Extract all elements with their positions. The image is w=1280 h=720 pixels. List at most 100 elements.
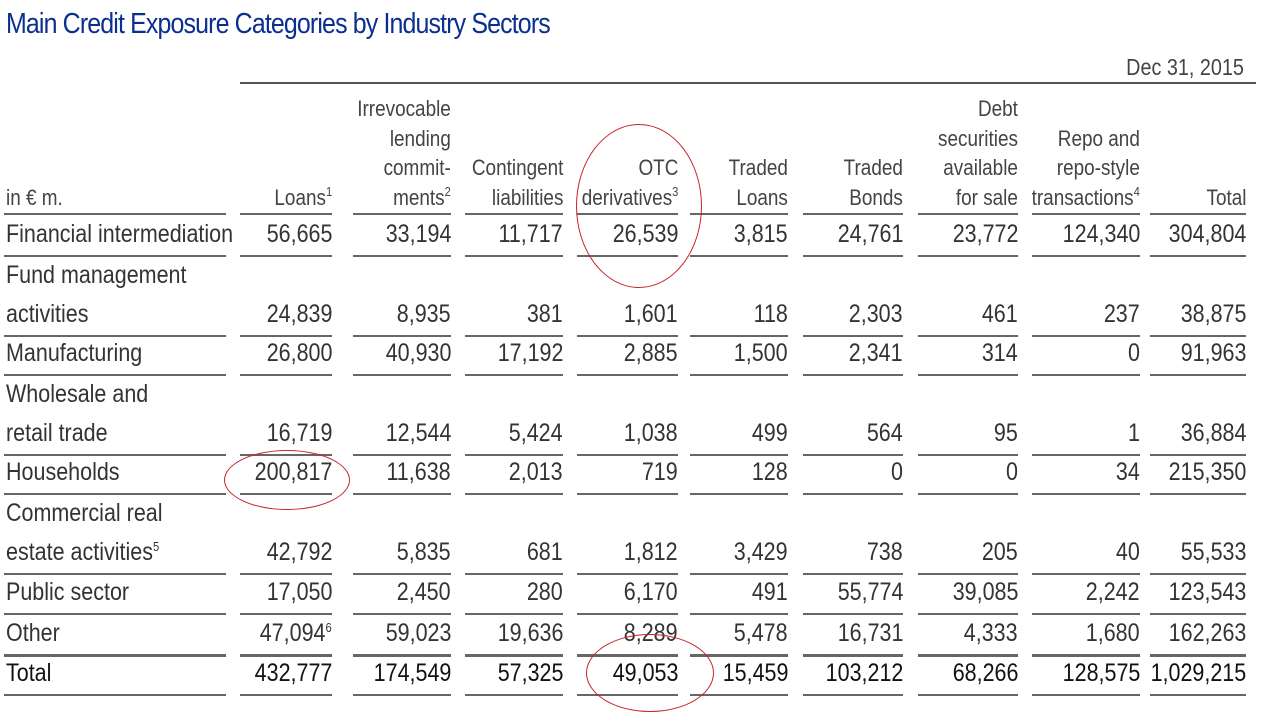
header-underline xyxy=(240,213,332,215)
table-cell: 95 xyxy=(994,414,1018,453)
table-cell: 0 xyxy=(891,453,903,492)
row-underline xyxy=(1150,374,1246,376)
row-underline xyxy=(577,493,678,495)
text: 738 xyxy=(867,538,903,566)
table-cell: 2,242 xyxy=(1086,573,1140,612)
row-underline xyxy=(918,573,1018,575)
header-underline xyxy=(1150,213,1246,215)
row-underline xyxy=(240,573,332,575)
row-underline xyxy=(690,654,788,657)
row-underline xyxy=(690,694,788,696)
text: 499 xyxy=(752,419,788,447)
row-label: Public sector xyxy=(6,573,129,612)
row-underline xyxy=(1150,654,1246,657)
row-underline xyxy=(353,255,451,257)
unit-label: in € m. xyxy=(6,184,63,210)
header-top-rule xyxy=(240,82,1256,84)
table-cell: 59,023 xyxy=(385,614,451,653)
row-underline xyxy=(803,493,903,495)
table-cell: 24,761 xyxy=(837,215,903,254)
text: 162,263 xyxy=(1168,619,1246,647)
text: 47,094 xyxy=(260,619,326,647)
text: Traded xyxy=(843,155,903,180)
text: Repo and xyxy=(1057,125,1140,151)
text: 2,450 xyxy=(397,578,451,606)
footnote-marker: 5 xyxy=(152,539,160,554)
row-underline xyxy=(465,374,563,376)
row-underline xyxy=(353,613,451,615)
row-underline xyxy=(353,493,451,495)
row-underline xyxy=(1032,573,1140,575)
text: repo-style xyxy=(1056,155,1140,180)
table-cell: 174,549 xyxy=(373,654,451,693)
table-cell: 128 xyxy=(752,453,788,492)
row-underline xyxy=(1150,573,1246,575)
text: 6,170 xyxy=(624,578,678,606)
table-cell: 280 xyxy=(527,573,563,612)
text: Bonds xyxy=(849,184,903,210)
table-cell: 2,450 xyxy=(397,573,451,612)
text: Fund management xyxy=(6,261,187,289)
text: available xyxy=(943,155,1018,180)
table-cell: 39,085 xyxy=(952,573,1018,612)
table-cell: 26,800 xyxy=(266,334,332,373)
row-underline xyxy=(690,613,788,615)
row-underline xyxy=(803,454,903,456)
text: 2,885 xyxy=(624,339,678,367)
row-underline xyxy=(353,374,451,376)
header-underline xyxy=(465,213,563,215)
table-cell: 19,636 xyxy=(497,614,563,653)
table-cell: 91,963 xyxy=(1180,334,1246,373)
row-underline xyxy=(4,613,226,615)
table-cell: 1,680 xyxy=(1086,614,1140,653)
text: estate activities xyxy=(6,538,153,566)
text: 2,013 xyxy=(509,458,563,486)
row-underline xyxy=(1032,654,1140,657)
table-cell: 15,459 xyxy=(722,654,788,693)
table-cell: 314 xyxy=(982,334,1018,373)
table-cell: 461 xyxy=(982,295,1018,334)
text: 1 xyxy=(1128,419,1140,447)
table-cell: 24,839 xyxy=(266,295,332,334)
text: commit- xyxy=(383,155,451,180)
text: 68,266 xyxy=(952,659,1018,687)
text: transactions xyxy=(1031,184,1134,210)
header-underline xyxy=(690,213,788,215)
row-underline xyxy=(918,335,1018,337)
row-underline xyxy=(1150,694,1246,696)
text: Loans xyxy=(274,184,326,210)
footnote-marker: 4 xyxy=(1133,183,1140,199)
table-cell: 33,194 xyxy=(385,215,451,254)
text: 38,875 xyxy=(1180,300,1246,328)
row-underline xyxy=(803,374,903,376)
report-date: Dec 31, 2015 xyxy=(1126,54,1244,80)
table-cell: 205 xyxy=(982,533,1018,572)
text: Loans xyxy=(736,184,788,210)
text: Total xyxy=(1206,184,1246,210)
row-underline xyxy=(1032,694,1140,696)
text: 17,050 xyxy=(266,578,332,606)
text: 1,038 xyxy=(624,419,678,447)
row-underline xyxy=(353,454,451,456)
table-cell: 17,050 xyxy=(266,573,332,612)
column-header: Traded Bonds xyxy=(844,153,903,212)
row-underline xyxy=(240,374,332,376)
text: 0 xyxy=(891,458,903,486)
row-label: Other xyxy=(6,614,60,653)
table-cell: 5,835 xyxy=(397,533,451,572)
table-cell: 0 xyxy=(1006,453,1018,492)
text: 0 xyxy=(1128,339,1140,367)
table-cell: 1 xyxy=(1128,414,1140,453)
row-underline xyxy=(803,654,903,657)
row-underline xyxy=(918,255,1018,257)
text: 2,242 xyxy=(1086,578,1140,606)
row-label: Wholesale and retail trade xyxy=(6,375,148,453)
text: 461 xyxy=(982,300,1018,328)
text: 205 xyxy=(982,538,1018,566)
row-underline xyxy=(240,335,332,337)
table-cell: 3,815 xyxy=(734,215,788,254)
table-cell: 1,029,215 xyxy=(1150,654,1246,693)
text: 3,815 xyxy=(734,220,788,248)
row-underline xyxy=(4,573,226,575)
text: 16,731 xyxy=(837,619,903,647)
